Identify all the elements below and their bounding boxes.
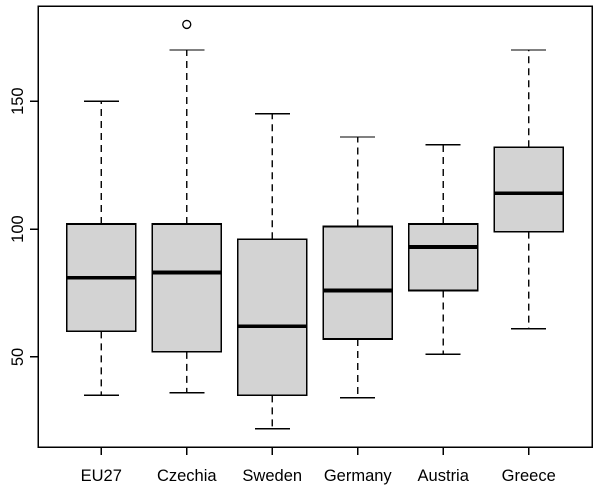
iqr-box <box>322 225 394 340</box>
iqr-box <box>236 238 308 397</box>
outlier-point <box>182 19 192 30</box>
iqr-box <box>493 146 565 233</box>
y-axis-tick-label: 100 <box>9 215 27 243</box>
iqr-box <box>151 223 223 353</box>
x-axis-tick-label: Czechia <box>157 467 217 485</box>
x-axis-tick-label: Germany <box>324 467 393 485</box>
y-axis-tick-label: 50 <box>9 348 27 366</box>
plot-frame <box>37 5 593 448</box>
x-axis-tick-label: EU27 <box>81 467 122 485</box>
y-axis-tick-label: 150 <box>9 87 27 115</box>
x-axis-tick-label: Greece <box>502 467 556 485</box>
x-axis-tick-label: Sweden <box>242 467 302 485</box>
x-axis-tick-label: Austria <box>418 467 470 485</box>
iqr-box <box>407 223 479 292</box>
